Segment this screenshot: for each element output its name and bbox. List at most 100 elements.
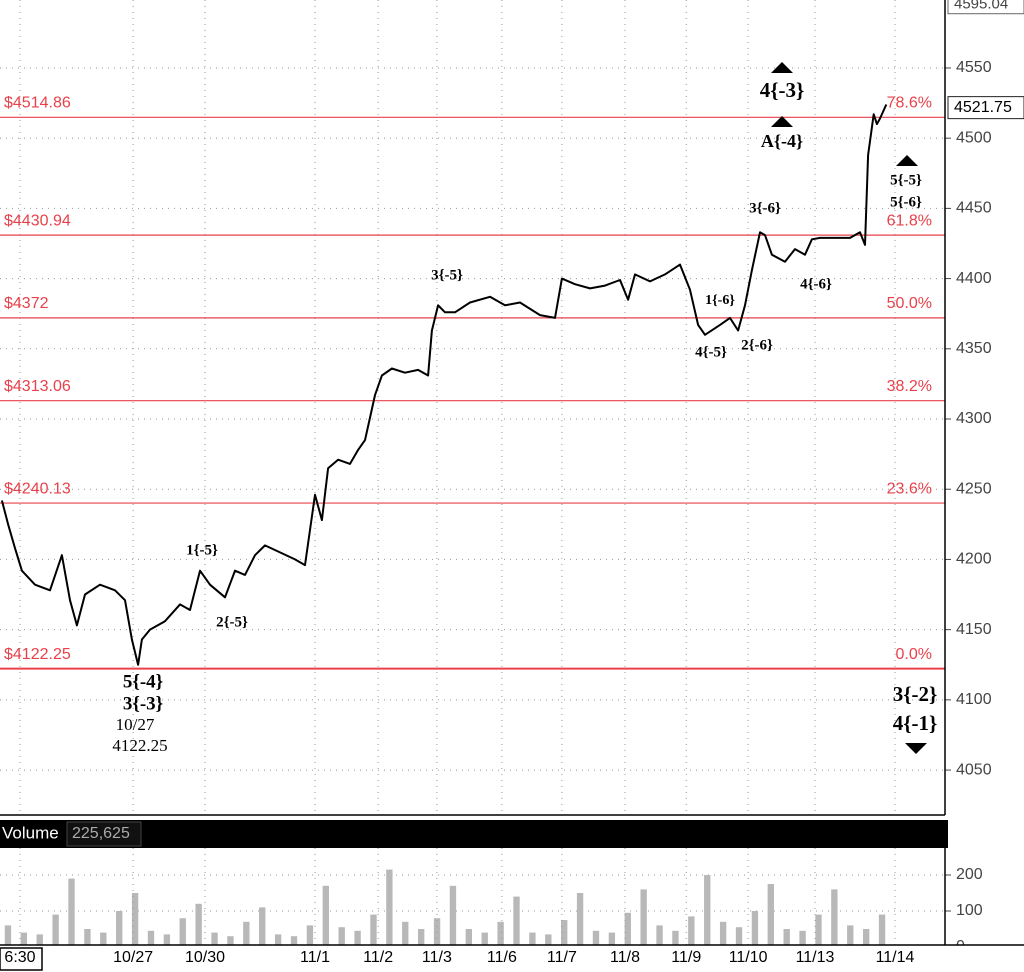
volume-bar: [274, 934, 282, 947]
volume-bar: [719, 921, 727, 947]
x-tick-label: 11/8: [610, 949, 640, 966]
volume-bar: [672, 930, 679, 947]
volume-bar: [4, 925, 12, 947]
volume-bar: [306, 925, 314, 947]
y-tick-label: 4150: [956, 621, 992, 638]
volume-bar: [656, 925, 663, 947]
wave-label: 3{-5}: [431, 267, 463, 283]
level-label: $4313.06: [4, 378, 71, 395]
volume-bar: [386, 869, 393, 947]
level-percent: 38.2%: [887, 378, 932, 395]
volume-bar: [84, 929, 91, 947]
volume-bar: [36, 934, 43, 947]
y-tick-label: 4400: [956, 270, 992, 287]
x-tick-label: 11/2: [363, 949, 393, 966]
last-price: 4521.75: [954, 99, 1012, 116]
wave-label: 3{-2}: [893, 682, 938, 706]
triangle-marker: [771, 116, 793, 127]
wave-label: 5{-4}: [123, 671, 163, 692]
wave-label: 1{-6}: [705, 293, 735, 308]
wave-label: 2{-6}: [741, 337, 773, 353]
volume-total: 225,625: [72, 825, 130, 842]
x-tick-label: 11/1: [300, 949, 330, 966]
level-label: $4240.13: [4, 480, 71, 497]
y-tick-label: 4350: [956, 340, 992, 357]
volume-bar: [862, 929, 870, 947]
level-percent: 50.0%: [887, 295, 932, 312]
wave-label: 10/27: [116, 715, 155, 734]
volume-title: Volume: [2, 823, 59, 842]
y-tick-label: 4550: [956, 59, 992, 76]
x-tick-label: 10/30: [185, 949, 225, 966]
y-tick-label: 4100: [956, 691, 992, 708]
x-axis-strip: [0, 945, 1024, 972]
y-tick-label: 200: [956, 866, 983, 883]
volume-bar: [624, 912, 631, 947]
volume-bar: [561, 920, 568, 947]
volume-bar: [100, 932, 107, 947]
volume-bar: [131, 893, 139, 947]
volume-bar: [52, 914, 59, 947]
y-tick-label: 4050: [956, 761, 992, 778]
volume-bar: [20, 932, 28, 947]
level-percent: 78.6%: [887, 95, 932, 112]
volume-bar: [227, 936, 234, 947]
x-tick-label: 11/13: [796, 949, 835, 966]
volume-bar: [147, 930, 155, 947]
level-label: $4122.25: [4, 646, 71, 663]
volume-bar: [529, 932, 536, 947]
top-price-box: [947, 0, 1024, 15]
y-tick-label: 4250: [956, 480, 992, 497]
triangle-marker: [896, 155, 918, 166]
volume-bar: [338, 927, 345, 947]
volume-bar: [163, 934, 171, 947]
x-tick-label: 11/3: [422, 949, 452, 966]
volume-bar: [116, 911, 123, 947]
wave-label: 5{-6}: [890, 194, 922, 210]
plot-area: [0, 0, 945, 815]
y-tick-label: 100: [956, 902, 983, 919]
volume-bar: [354, 930, 361, 947]
volume-bar: [799, 930, 806, 947]
wave-label: 4122.25: [112, 736, 167, 755]
y-tick-label: 4500: [956, 129, 992, 146]
volume-bar: [847, 925, 854, 947]
wave-label: 4{-6}: [800, 276, 832, 292]
volume-bar: [465, 929, 473, 947]
level-percent: 0.0%: [896, 646, 932, 663]
volume-bar: [179, 918, 186, 947]
y-tick-label: 4300: [956, 410, 992, 427]
level-percent: 61.8%: [887, 212, 932, 229]
volume-bar: [640, 889, 647, 947]
y-tick-label: 4450: [956, 200, 992, 217]
volume-bar: [735, 927, 743, 947]
x-tick-label: 11/14: [876, 949, 915, 966]
volume-bar: [370, 914, 377, 947]
volume-bar: [402, 921, 409, 947]
volume-bar: [195, 903, 202, 947]
y-tick-label: 4200: [956, 551, 992, 568]
x-tick-label: 11/10: [729, 949, 768, 966]
wave-label: 2{-5}: [216, 614, 248, 630]
x-tick-label: 10/27: [113, 949, 153, 966]
wave-label: 4{-3}: [760, 78, 805, 102]
volume-bar: [243, 921, 250, 947]
volume-bar: [704, 875, 711, 947]
volume-bar: [322, 885, 329, 947]
level-percent: 23.6%: [887, 480, 932, 497]
top-price: 4595.04: [954, 0, 1008, 13]
x-tick-label: 11/7: [547, 949, 577, 966]
volume-header: [0, 820, 948, 848]
volume-bar: [211, 932, 218, 947]
wave-label: 4{-5}: [695, 344, 727, 360]
volume-bar: [545, 934, 552, 947]
volume-bar: [481, 932, 488, 947]
volume-bar: [815, 914, 822, 947]
x-tick-label: 11/9: [671, 949, 701, 966]
wave-label: A{-4}: [761, 131, 803, 151]
wave-label: 3{-6}: [749, 200, 781, 216]
volume-bar: [831, 889, 838, 947]
volume-bar: [751, 911, 759, 947]
volume-bar: [688, 916, 695, 947]
